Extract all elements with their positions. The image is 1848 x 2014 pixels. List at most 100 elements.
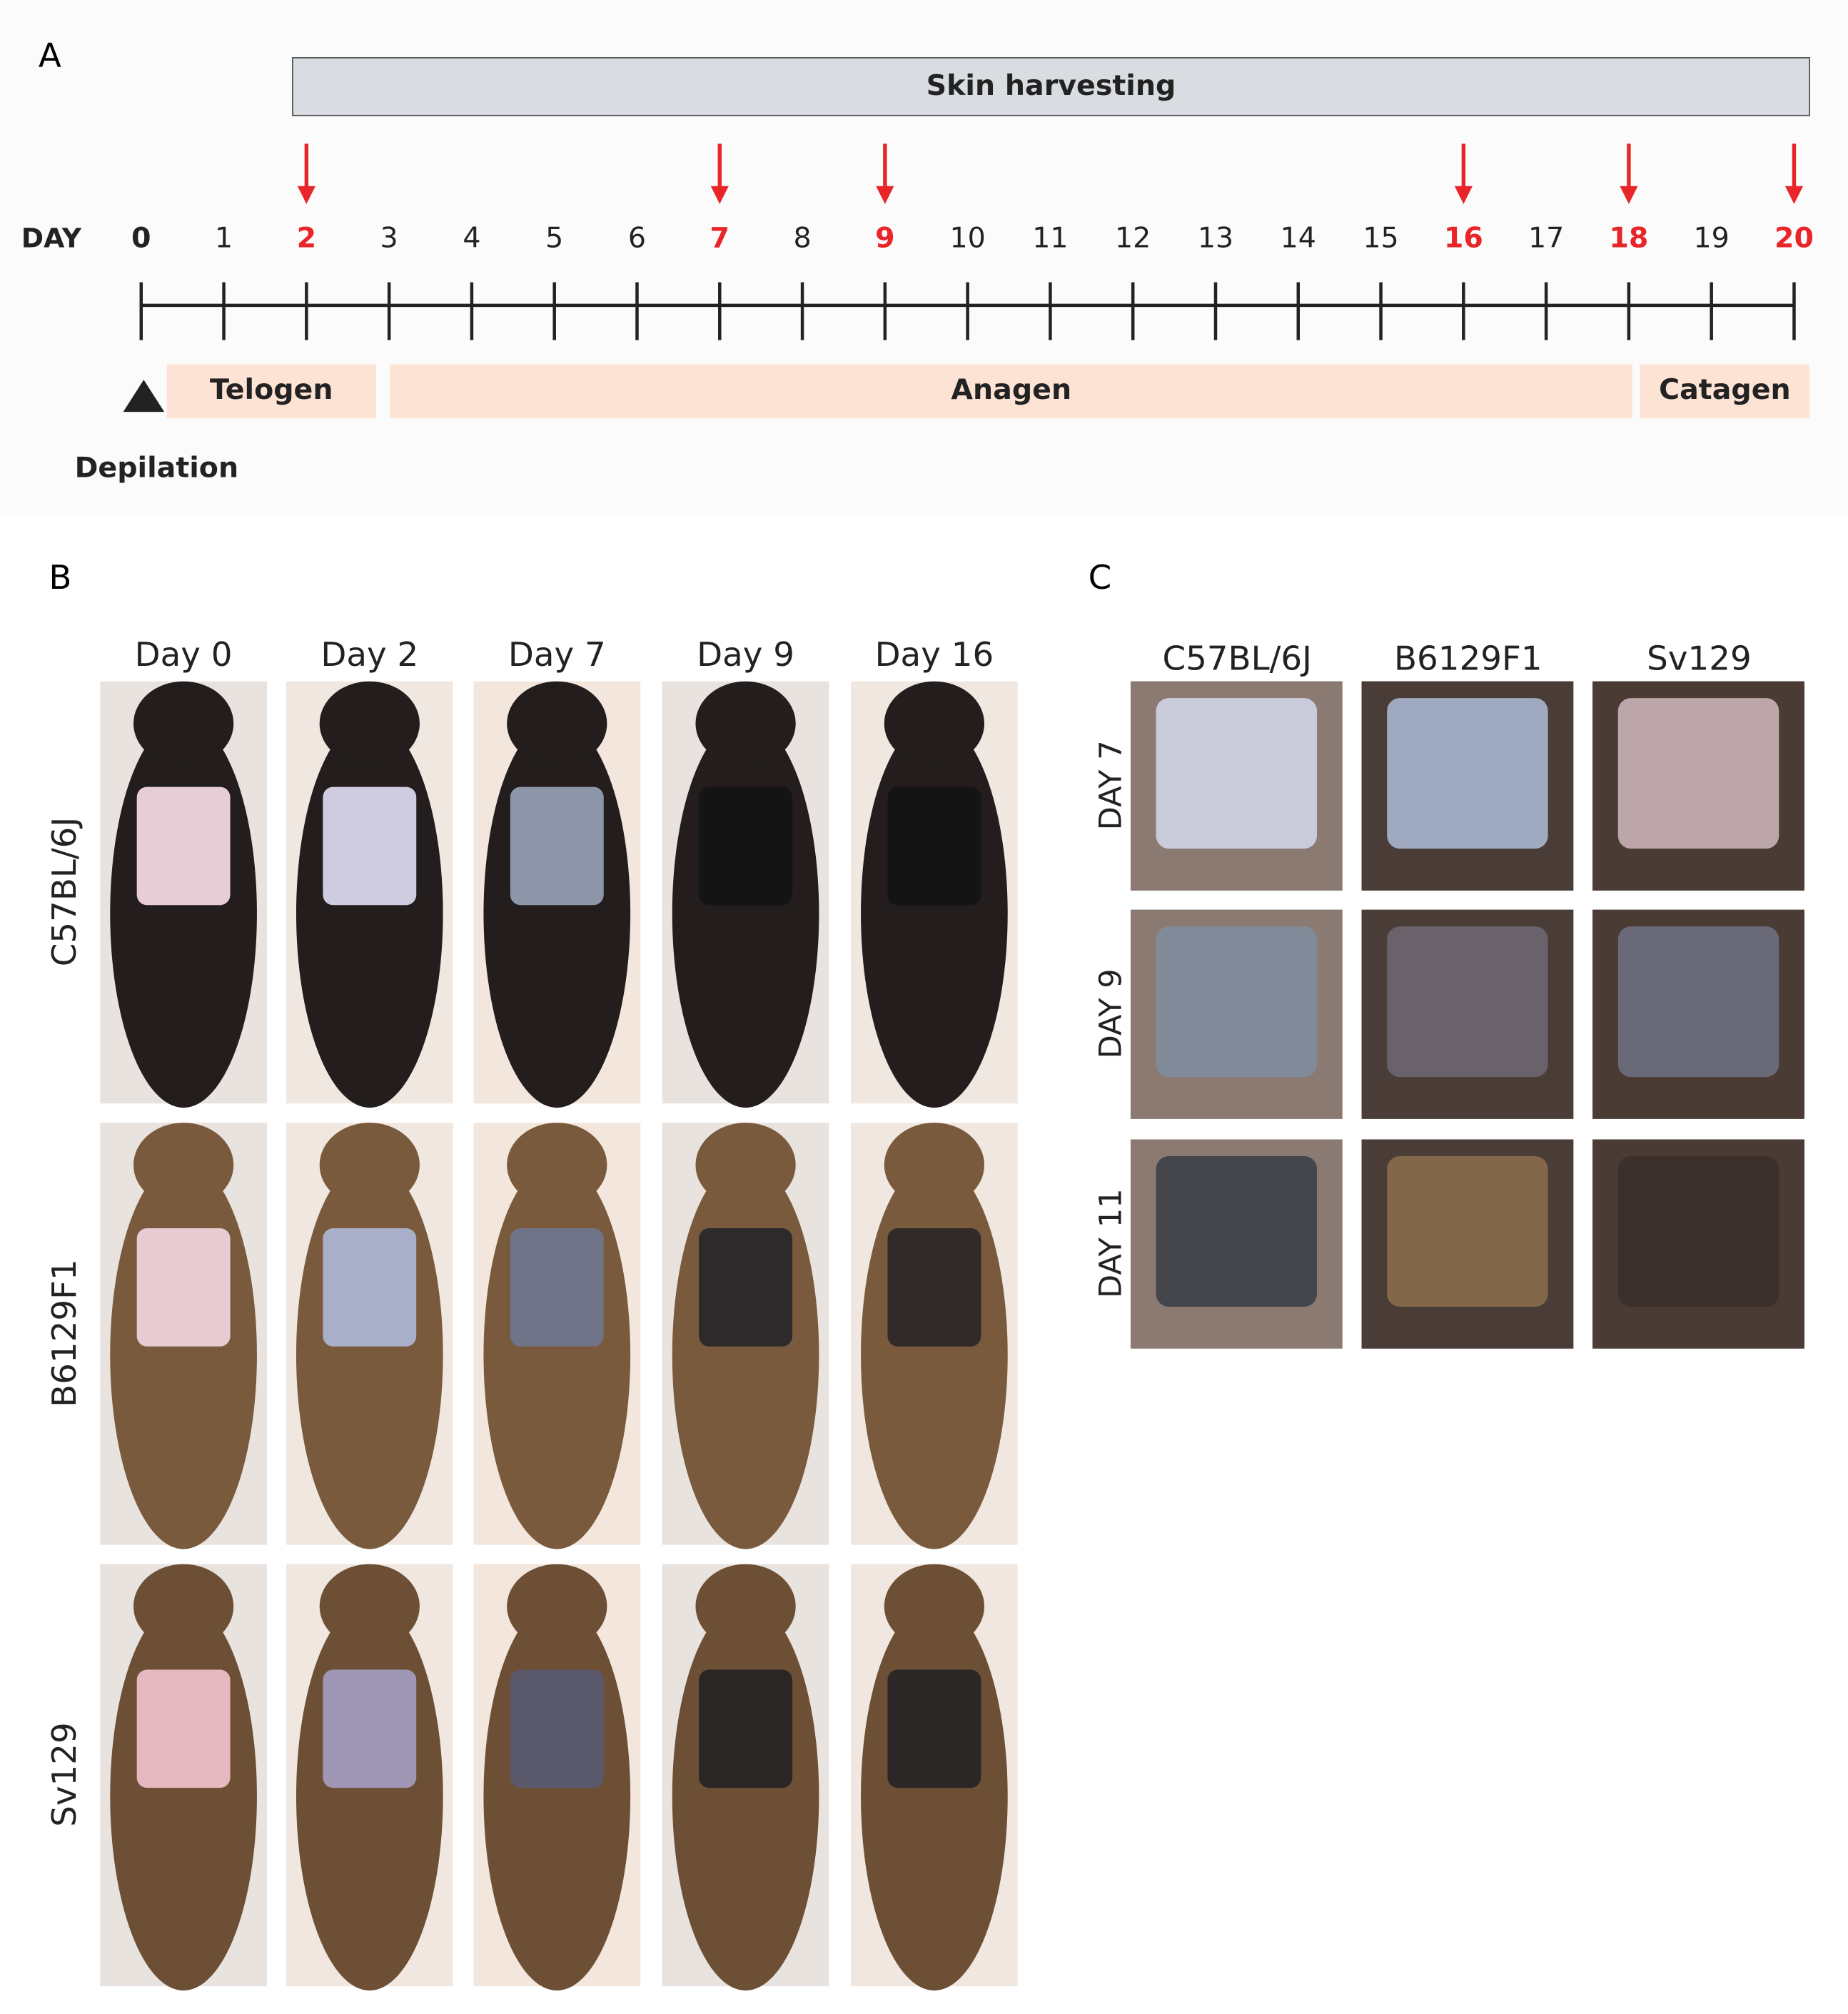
panel-label: C: [1089, 559, 1112, 597]
skin-patch: [1156, 1155, 1318, 1307]
day-label: 16: [1444, 222, 1483, 255]
day-label: 6: [628, 222, 646, 255]
axis-label: DAY: [21, 223, 82, 254]
harvest-arrow-head: [710, 186, 729, 204]
phase-box: [1640, 364, 1810, 419]
day-label: 15: [1363, 222, 1398, 255]
column-label: B6129F1: [1394, 639, 1542, 678]
mouse-head: [133, 1123, 234, 1208]
skin-patch: [699, 1228, 793, 1347]
column-label: Day 9: [697, 636, 794, 674]
mouse-body: [110, 1601, 257, 1991]
column-label: C57BL/6J: [1162, 639, 1311, 678]
column-label: Day 7: [508, 636, 606, 674]
row-label: DAY 11: [1093, 1188, 1129, 1298]
mouse-head: [133, 681, 234, 766]
mouse-head: [695, 1564, 796, 1649]
skin-patch: [323, 1228, 417, 1347]
day-label: 0: [131, 222, 151, 255]
column-label: Day 16: [875, 636, 994, 674]
phase-label: Telogen: [210, 373, 333, 406]
column-label: Day 0: [135, 636, 233, 674]
phase-label: Anagen: [951, 373, 1071, 406]
mouse-head: [507, 681, 607, 766]
mouse-head: [319, 681, 420, 766]
day-label: 7: [710, 222, 730, 255]
mouse-body: [672, 1160, 819, 1549]
harvest-arrow-head: [1454, 186, 1473, 204]
mouse-head: [319, 1123, 420, 1208]
day-label: 8: [793, 222, 811, 255]
skin-patch: [1387, 1155, 1548, 1307]
mouse-body: [672, 719, 819, 1108]
day-label: 3: [380, 222, 398, 255]
mouse-body: [483, 719, 631, 1108]
day-label: 18: [1609, 222, 1648, 255]
depilation-marker: [123, 380, 165, 413]
phase-box: [166, 364, 376, 419]
mouse-head: [884, 1123, 985, 1208]
day-label: 10: [949, 222, 985, 255]
mouse-body: [296, 1160, 443, 1549]
day-label: 11: [1032, 222, 1068, 255]
mouse-head: [695, 681, 796, 766]
phase-box: [390, 364, 1632, 419]
mouse-body: [110, 719, 257, 1108]
day-label: 19: [1694, 222, 1730, 255]
mouse-body: [861, 1601, 1008, 1991]
skin-patch: [1617, 1155, 1779, 1307]
mouse-head: [507, 1564, 607, 1649]
day-label: 13: [1198, 222, 1233, 255]
mouse-head: [319, 1564, 420, 1649]
event-label: Depilation: [75, 452, 239, 485]
mouse-body: [110, 1160, 257, 1549]
mouse-head: [884, 1564, 985, 1649]
panel-label: A: [39, 36, 61, 75]
harvest-arrow-head: [1784, 186, 1804, 204]
mouse-body: [861, 1160, 1008, 1549]
skin-patch: [887, 1228, 981, 1347]
harvest-bar: [292, 57, 1810, 116]
skin-patch: [1617, 926, 1779, 1078]
skin-patch: [699, 1669, 793, 1788]
day-label: 9: [875, 222, 895, 255]
skin-patch: [887, 786, 981, 906]
mouse-head: [133, 1564, 234, 1649]
mouse-head: [507, 1123, 607, 1208]
row-label: DAY 7: [1093, 740, 1129, 830]
mouse-head: [884, 681, 985, 766]
harvest-arrow-head: [297, 186, 315, 204]
day-label: 17: [1528, 222, 1564, 255]
day-label: 5: [545, 222, 563, 255]
day-label: 12: [1115, 222, 1151, 255]
skin-patch: [136, 1228, 231, 1347]
day-label: 2: [297, 222, 317, 255]
skin-patch: [887, 1669, 981, 1788]
skin-patch: [1387, 926, 1548, 1078]
skin-patch: [1156, 698, 1318, 849]
mouse-body: [483, 1601, 631, 1991]
skin-patch: [136, 786, 231, 906]
skin-patch: [699, 786, 793, 906]
skin-patch: [1387, 698, 1548, 849]
row-label: B6129F1: [46, 1259, 84, 1407]
harvest-label: Skin harvesting: [926, 69, 1176, 102]
day-label: 14: [1281, 222, 1316, 255]
skin-patch: [510, 1228, 604, 1347]
skin-patch: [1617, 698, 1779, 849]
mouse-body: [296, 1601, 443, 1991]
row-label: C57BL/6J: [46, 817, 84, 966]
harvest-arrow-head: [876, 186, 894, 204]
skin-patch: [510, 1669, 604, 1788]
phase-label: Catagen: [1659, 373, 1791, 406]
skin-patch: [1156, 926, 1318, 1078]
day-label: 20: [1774, 222, 1814, 255]
skin-patch: [136, 1669, 231, 1788]
mouse-body: [861, 719, 1008, 1108]
column-label: Sv129: [1647, 639, 1752, 678]
mouse-body: [296, 719, 443, 1108]
skin-patch: [323, 786, 417, 906]
column-label: Day 2: [320, 636, 418, 674]
mouse-head: [695, 1123, 796, 1208]
